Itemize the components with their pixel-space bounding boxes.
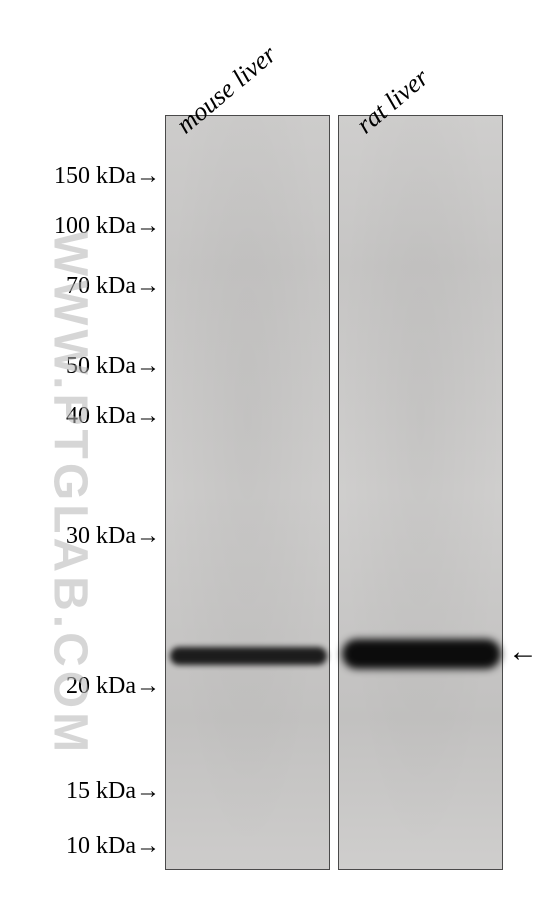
band-lane1-0 bbox=[342, 639, 501, 669]
blot-lane-0 bbox=[165, 115, 330, 870]
ladder-label-3: 50 kDa→ bbox=[0, 353, 160, 380]
ladder-label-6: 20 kDa→ bbox=[0, 673, 160, 700]
western-blot-figure: mouse liverrat liver150 kDa→100 kDa→70 k… bbox=[0, 0, 550, 903]
ladder-label-8: 10 kDa→ bbox=[0, 833, 160, 860]
band-arrow-indicator: ← bbox=[508, 635, 538, 669]
ladder-label-0: 150 kDa→ bbox=[0, 163, 160, 190]
blot-lane-1 bbox=[338, 115, 503, 870]
ladder-label-5: 30 kDa→ bbox=[0, 523, 160, 550]
ladder-label-2: 70 kDa→ bbox=[0, 273, 160, 300]
ladder-label-4: 40 kDa→ bbox=[0, 403, 160, 430]
band-lane0-0 bbox=[170, 647, 327, 665]
ladder-label-1: 100 kDa→ bbox=[0, 213, 160, 240]
ladder-label-7: 15 kDa→ bbox=[0, 778, 160, 805]
